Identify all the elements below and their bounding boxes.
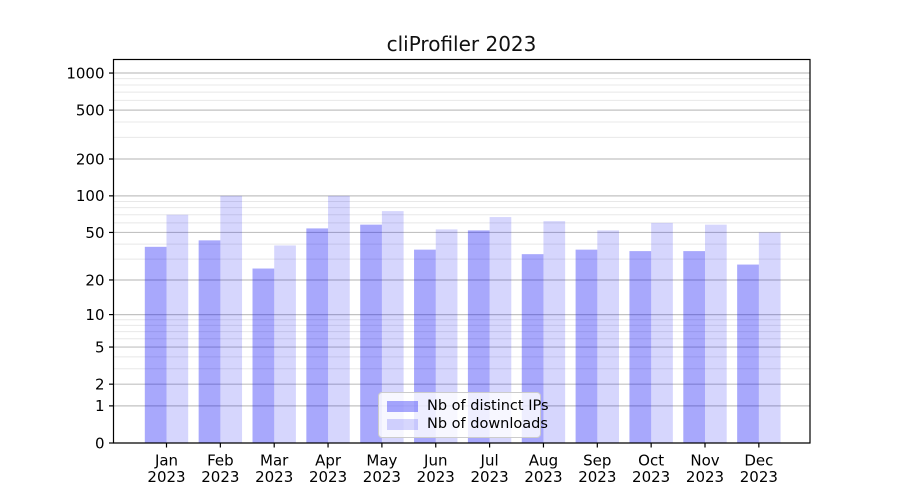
legend-item-distinct-ips: Nb of distinct IPs [387,398,549,414]
x-tick-label: Feb 2023 [201,452,239,487]
y-tick-label: 20 [85,271,104,289]
y-tick-label: 200 [76,150,105,168]
bar-distinct-ips-mar [252,268,275,443]
legend-label-distinct-ips: Nb of distinct IPs [427,398,549,414]
legend-swatch-downloads [387,418,418,430]
y-tick-label: 5 [95,338,105,356]
bar-distinct-ips-feb [198,240,221,443]
x-tick-label: Dec 2023 [740,452,778,487]
bar-distinct-ips-oct [629,251,652,443]
x-tick-label: Nov 2023 [686,452,724,487]
bar-downloads-feb [220,195,243,443]
bar-downloads-jul [489,217,512,443]
bar-downloads-jan [166,214,189,443]
bar-downloads-sep [597,230,619,443]
bar-downloads-may [381,211,404,443]
y-tick-label: 1 [95,397,105,415]
legend-label-downloads: Nb of downloads [427,416,548,432]
bar-distinct-ips-dec [737,264,759,443]
y-tick-label: 10 [85,306,104,324]
x-tick-label: Jun 2023 [417,452,455,487]
bar-downloads-aug [543,221,566,443]
bar-downloads-oct [651,222,673,443]
bar-distinct-ips-jul [467,230,490,443]
bar-downloads-jun [435,229,458,443]
bar-distinct-ips-sep [575,249,598,443]
legend-swatch-distinct-ips [387,400,418,412]
y-tick-label: 0 [95,434,105,452]
x-tick-label: Aug 2023 [524,452,562,487]
legend-item-downloads: Nb of downloads [387,416,548,432]
bar-downloads-mar [274,245,296,443]
y-tick-label: 100 [76,187,105,205]
y-tick-label: 50 [85,224,104,242]
y-tick-label: 1000 [66,64,104,82]
x-tick-label: Apr 2023 [309,452,347,487]
bar-distinct-ips-jan [144,246,167,443]
x-tick-label: Sep 2023 [578,452,616,487]
bar-downloads-apr [328,195,350,443]
bar-distinct-ips-may [360,224,382,443]
x-tick-label: Oct 2023 [632,452,670,487]
x-tick-label: Mar 2023 [255,452,293,487]
x-tick-label: May 2023 [363,452,401,487]
plot-frame [112,58,811,444]
x-tick-label: Jul 2023 [471,452,509,487]
y-tick-label: 2 [95,375,105,393]
bar-downloads-nov [705,224,727,443]
y-tick-label: 500 [76,101,105,119]
bar-distinct-ips-apr [306,228,329,443]
bar-distinct-ips-nov [683,251,705,443]
legend: Nb of distinct IPs Nb of downloads [378,392,549,438]
bar-downloads-dec [758,232,781,443]
chart-title: cliProfiler 2023 [386,32,537,56]
x-tick-label: Jan 2023 [147,452,185,487]
